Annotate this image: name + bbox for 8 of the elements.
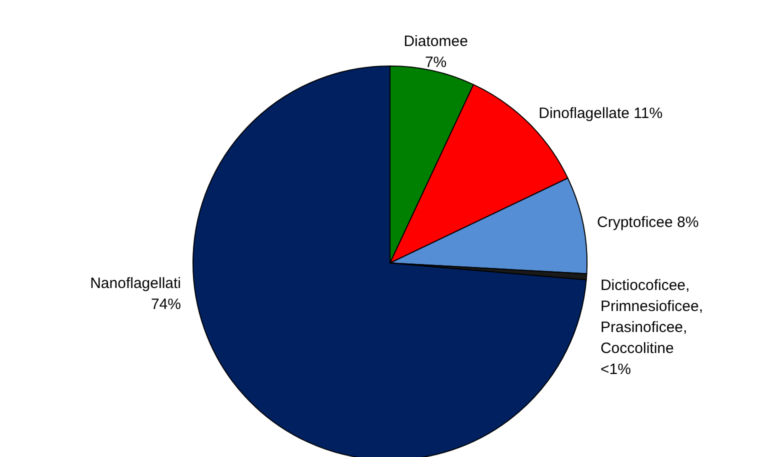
slice-label: Cryptoficee 8% <box>596 214 699 232</box>
slice-label: Nanoflagellati <box>90 275 181 292</box>
slice-label: Diatomee <box>404 33 468 50</box>
data-label: <1% <box>600 360 631 378</box>
data-label: 74% <box>150 296 181 313</box>
slice-label: Dinoflagellate 11% <box>538 105 663 122</box>
data-label: 7% <box>424 54 447 72</box>
slice-label: Dictiocoficee, Primnesioficee, Prasinoficee, Coccolitine <box>600 276 704 357</box>
